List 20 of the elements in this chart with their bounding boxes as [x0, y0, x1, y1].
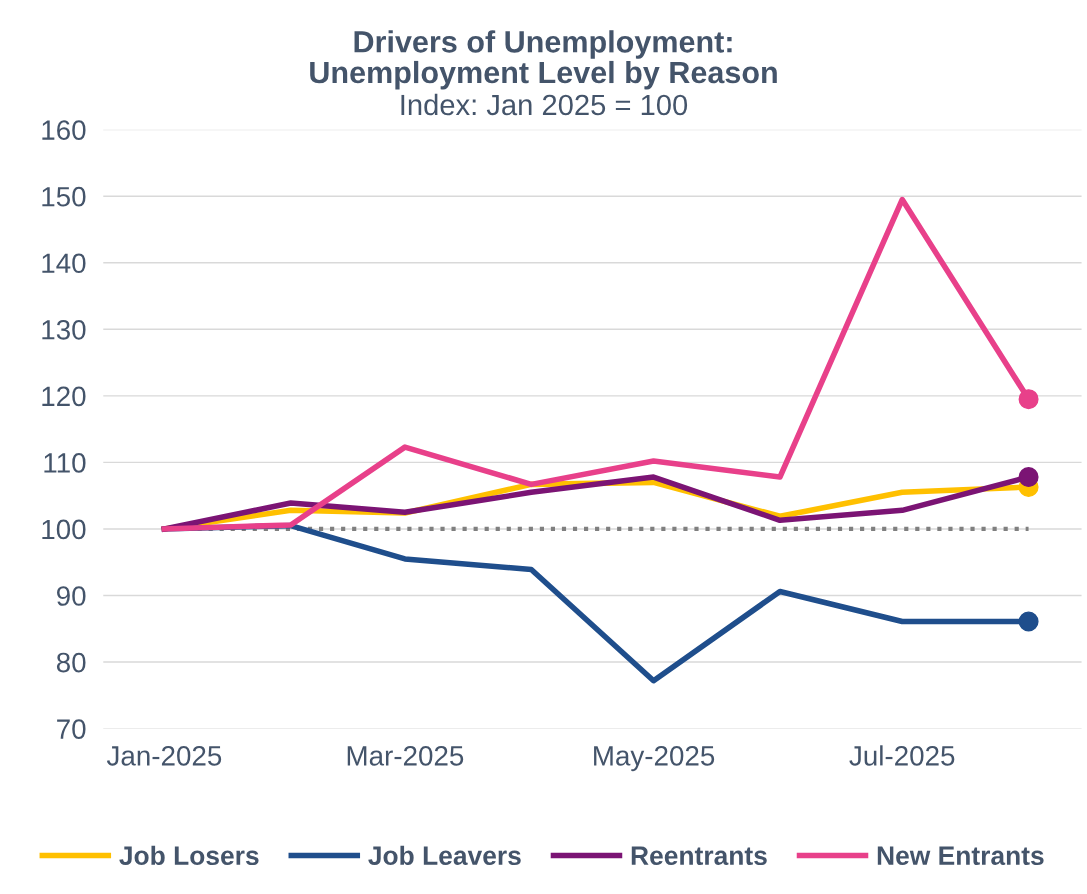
legend-label: Job Leavers	[368, 845, 521, 866]
legend-label: Reentrants	[631, 846, 767, 866]
chart-subtitle: Index: Jan 2025 = 100	[401, 93, 688, 116]
y-tick-label: 130	[42, 319, 86, 340]
y-tick-label: 100	[42, 519, 86, 540]
y-tick-label: 80	[56, 652, 86, 673]
x-tick-label: Jul-2025	[849, 745, 955, 766]
chart-title: Drivers of Unemployment: Unemployment Level by Reason	[310, 30, 777, 90]
x-tick-label: Jan-2025	[106, 746, 222, 766]
y-tick-label: 140	[42, 253, 86, 274]
legend-label: Job Losers	[119, 845, 259, 866]
y-tick-label: 160	[42, 120, 86, 140]
y-tick-label: 70	[57, 719, 86, 739]
y-tick-label: 110	[44, 453, 86, 473]
x-tick-label: May-2025	[594, 746, 715, 772]
x-tick-label: Mar-2025	[347, 746, 464, 766]
y-tick-label: 120	[42, 386, 86, 407]
legend-label: New Entrants	[877, 846, 1044, 866]
y-tick-label: 90	[57, 586, 86, 606]
y-tick-label: 150	[42, 186, 86, 207]
